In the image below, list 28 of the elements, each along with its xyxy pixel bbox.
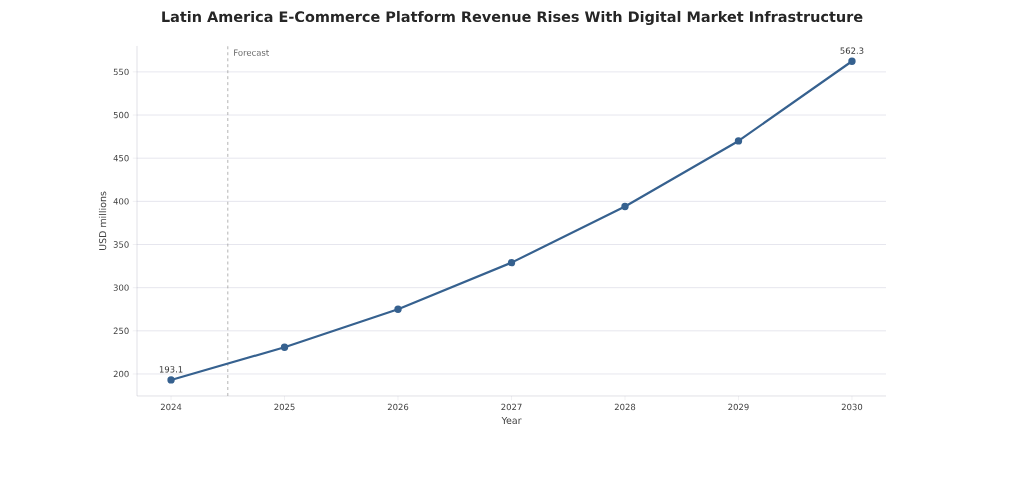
y-tick-label: 550 bbox=[113, 68, 129, 76]
x-tick-label: 2027 bbox=[501, 403, 522, 411]
x-tick-label: 2025 bbox=[274, 403, 295, 411]
data-label: 562.3 bbox=[840, 47, 864, 54]
y-tick-label: 500 bbox=[113, 111, 129, 119]
point bbox=[167, 376, 175, 384]
ref-line-label: Forecast bbox=[234, 49, 269, 56]
y-tick-label: 200 bbox=[113, 370, 129, 378]
x-tick-label: 2029 bbox=[728, 403, 749, 411]
point bbox=[394, 305, 402, 313]
y-tick-label: 400 bbox=[113, 198, 129, 205]
x-tick-label: 2028 bbox=[614, 403, 636, 411]
y-axis-title: USD millions bbox=[98, 191, 107, 250]
data-label: 193.1 bbox=[159, 366, 183, 373]
y-tick-label: 450 bbox=[113, 154, 129, 162]
point bbox=[734, 137, 743, 145]
y-tick-label: 350 bbox=[113, 241, 129, 248]
x-tick-label: 2024 bbox=[160, 403, 182, 411]
y-tick-label: 300 bbox=[113, 284, 129, 291]
x-tick-label: 2030 bbox=[841, 403, 863, 411]
x-axis-title: Year bbox=[501, 416, 522, 425]
point bbox=[621, 202, 629, 211]
chart-title: Latin America E-Commerce Platform Revenue Rises With Digital Market Infrastructure bbox=[162, 10, 863, 26]
point bbox=[507, 258, 516, 267]
point bbox=[280, 343, 289, 351]
y-tick-label: 250 bbox=[113, 327, 129, 335]
x-tick-label: 2026 bbox=[387, 403, 409, 411]
point bbox=[848, 57, 856, 65]
